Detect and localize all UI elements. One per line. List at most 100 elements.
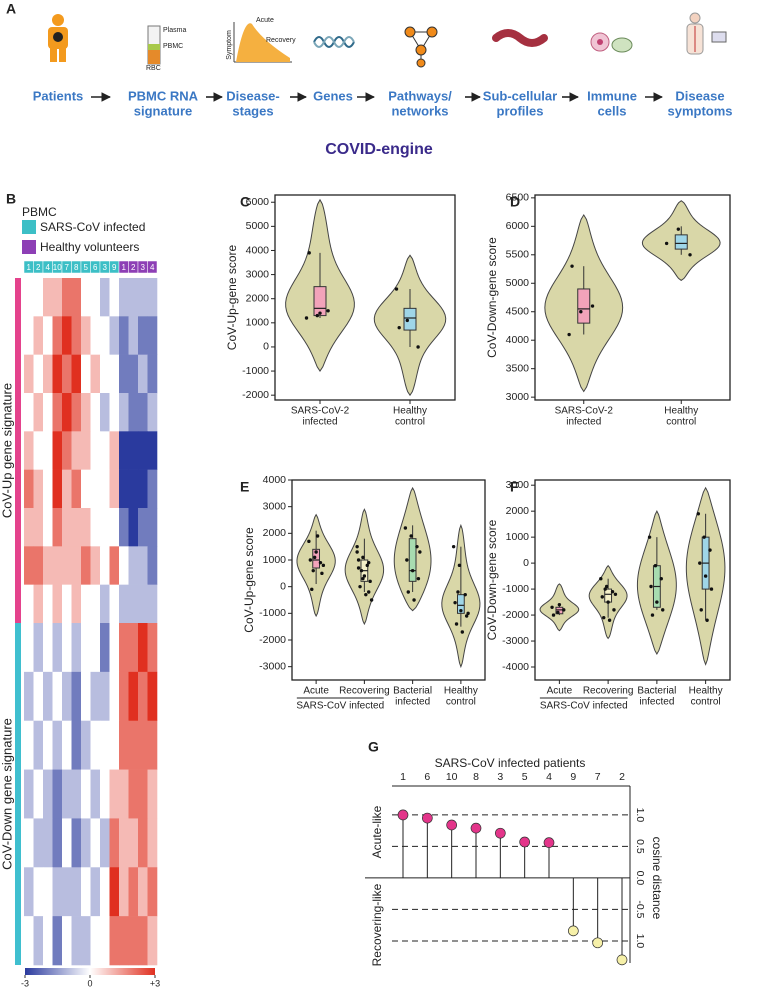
data-point	[456, 590, 460, 594]
heatmap-cell	[147, 584, 158, 624]
heatmap-cell	[100, 316, 110, 355]
icon-chromatin	[492, 29, 548, 47]
heatmap-cell	[128, 916, 139, 966]
data-point	[361, 576, 365, 581]
y-tick-label: 0.5	[634, 839, 646, 854]
heatmap-cell	[128, 818, 139, 868]
heatmap-cell	[138, 393, 148, 432]
heatmap-cell	[109, 867, 120, 917]
legend-label: Healthy volunteers	[40, 240, 139, 254]
heatmap-cell	[119, 720, 129, 770]
box	[456, 594, 465, 614]
heatmap-cell	[62, 354, 72, 394]
heatmap-cell	[71, 818, 82, 868]
panel-label: B	[6, 191, 16, 207]
heatmap-cell	[43, 720, 53, 770]
heatmap-cell	[24, 584, 34, 624]
heatmap-cell	[33, 584, 44, 624]
step-label: PBMC RNA	[128, 88, 199, 103]
heatmap-header: PBMC	[22, 205, 57, 219]
heatmap-cell	[43, 316, 53, 355]
data-point	[318, 560, 323, 565]
heatmap-cell	[33, 867, 44, 917]
lollipop-head	[543, 837, 555, 848]
heatmap-cell	[128, 278, 139, 317]
heatmap-cell	[90, 278, 101, 317]
step-label: networks	[391, 103, 448, 118]
heatmap-cell	[71, 393, 82, 432]
heatmap-cell	[90, 431, 101, 470]
heatmap-cell	[43, 469, 53, 509]
heatmap-cell	[24, 867, 34, 917]
heatmap-cell	[81, 393, 91, 432]
heatmap-cell	[109, 316, 120, 355]
panel-label: A	[6, 1, 16, 17]
panel-label: E	[240, 479, 249, 495]
heatmap-cell	[33, 546, 44, 585]
heatmap-cell	[33, 316, 44, 355]
heatmap-cell	[100, 546, 110, 585]
heatmap-cell	[24, 623, 34, 673]
heatmap-cell	[43, 769, 53, 819]
data-point	[698, 561, 702, 565]
row-group-bar	[15, 278, 21, 623]
column-label: 3	[141, 263, 146, 272]
data-point	[466, 611, 470, 616]
heatmap-cell	[81, 818, 91, 868]
y-tick-label: 0	[263, 341, 269, 353]
heatmap-cell	[33, 431, 44, 470]
heatmap-cell	[43, 546, 53, 585]
panel-label: G	[368, 739, 379, 755]
heatmap-cell	[71, 916, 82, 966]
box	[313, 286, 327, 317]
y-tick-label: 1.0	[634, 808, 646, 823]
data-point	[453, 600, 457, 605]
heatmap-cell	[128, 354, 139, 394]
heatmap-cell	[24, 720, 34, 770]
data-point	[415, 544, 419, 549]
data-point	[604, 584, 609, 589]
heatmap-cell	[90, 546, 101, 585]
heatmap-cell	[62, 720, 72, 770]
step-label: cells	[598, 103, 627, 118]
heatmap-cell	[52, 818, 63, 868]
data-point	[661, 608, 665, 612]
y-tick-label: 3000	[506, 391, 530, 403]
heatmap-cell	[100, 431, 110, 470]
x-tick-label: Healthy	[444, 686, 478, 697]
heatmap-cell	[109, 278, 120, 317]
icon-text: Symptom	[226, 30, 233, 60]
heatmap-cell	[90, 720, 101, 770]
heatmap-cell	[119, 818, 129, 868]
x-tick-label: control	[446, 697, 476, 708]
heatmap-cell	[100, 720, 110, 770]
data-point	[403, 526, 408, 530]
data-point	[311, 568, 315, 573]
heatmap-cell	[33, 720, 44, 770]
lollipop-head	[519, 836, 531, 848]
y-tick-label: 6500	[506, 192, 530, 204]
y-tick-label: -0.5	[634, 900, 646, 918]
heatmap-cell	[90, 867, 101, 917]
heatmap-cell	[52, 584, 63, 624]
data-point	[613, 592, 618, 596]
heatmap-cell	[43, 354, 53, 394]
heatmap-cell	[81, 623, 91, 673]
heatmap-cell	[52, 431, 63, 470]
data-point	[365, 563, 369, 568]
heatmap-cell	[62, 393, 72, 432]
plot-frame	[291, 479, 486, 681]
data-point	[699, 608, 703, 612]
heatmap-cell	[71, 316, 82, 355]
heatmap-cell	[138, 431, 148, 470]
data-point	[315, 313, 319, 318]
x-tick-label: 4	[546, 771, 552, 783]
x-tick-label: control	[691, 697, 721, 708]
heatmap-cell	[128, 671, 139, 722]
data-point	[556, 610, 560, 615]
heatmap-cell	[62, 278, 72, 317]
data-point	[600, 595, 604, 599]
y-tick-label: 2000	[263, 527, 287, 539]
column-label: 8	[74, 263, 79, 272]
heatmap-cell	[138, 867, 148, 917]
